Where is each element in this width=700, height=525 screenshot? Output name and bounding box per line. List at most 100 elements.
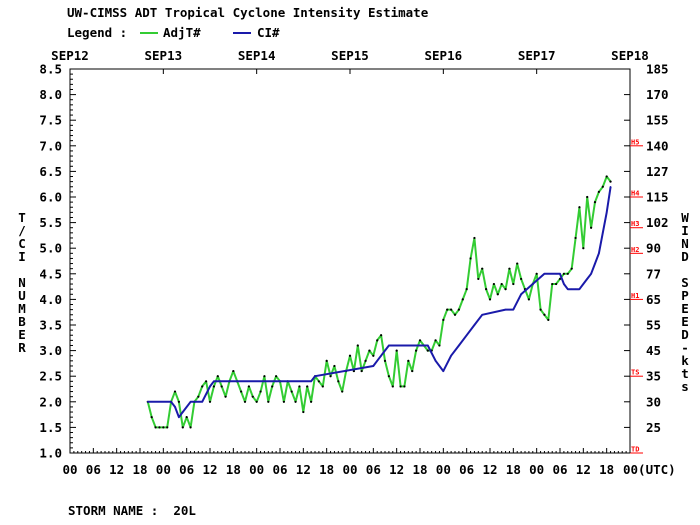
series-point-adjt: [418, 339, 422, 342]
series-line-ci: [147, 186, 612, 419]
left-tick-label: 4.0: [39, 292, 62, 307]
series-point-adjt: [453, 313, 457, 316]
series-point-adjt: [302, 410, 305, 414]
right-tick-label: 140: [646, 138, 669, 153]
series-point-ci: [559, 273, 561, 275]
series-point-adjt: [380, 334, 383, 337]
left-axis-title-char: U: [18, 288, 26, 303]
series-point-adjt: [597, 190, 600, 193]
series-point-ci: [520, 293, 522, 296]
series-point-adjt: [508, 267, 511, 270]
series-point-adjt: [341, 390, 344, 393]
series-point-ci: [594, 262, 596, 265]
bottom-tick-label: 00: [62, 462, 77, 477]
series-point-ci: [458, 344, 460, 347]
series-point-adjt: [158, 426, 161, 429]
series-point-adjt: [290, 390, 293, 393]
series-point-adjt: [434, 339, 437, 342]
plot-frame: [69, 68, 631, 454]
series-point-adjt: [298, 385, 301, 388]
series-point-ci: [434, 360, 437, 362]
series-point-adjt: [399, 385, 402, 388]
bottom-tick-label: 18: [132, 462, 147, 477]
bottom-time-axis: 00 06 12 18 00 06 12 18 00 06 12 18 00 06 12 18 00 06 12 18…: [62, 69, 676, 477]
series-point-adjt: [535, 272, 538, 275]
series-point-adjt: [415, 349, 418, 352]
top-date-label: SEP12: [51, 48, 89, 63]
right-tick-label: 155: [646, 113, 669, 128]
series-point-ci: [442, 370, 445, 372]
series-point-ci: [574, 288, 577, 290]
left-tick-label: 8.0: [39, 87, 62, 102]
bottom-tick-label: 00: [156, 462, 171, 477]
series-point-adjt: [348, 354, 352, 357]
bottom-tick-label: 12: [576, 462, 591, 477]
series-point-adjt: [201, 385, 204, 388]
series-point-adjt: [438, 344, 441, 347]
right-y-axis: 25 30 35 45 55 65 77 90 102 115 127 140 155 170 185 TD T…: [624, 62, 669, 454]
bottom-tick-label: 12: [109, 462, 124, 477]
left-tick-label: 3.5: [39, 318, 62, 333]
left-tick-label: 6.5: [39, 164, 62, 179]
left-tick-label: 4.5: [39, 266, 62, 281]
series-point-ci: [578, 288, 581, 290]
series-point-ci: [314, 375, 316, 378]
right-axis-title-char: k: [681, 353, 689, 368]
series-point-adjt: [520, 277, 523, 281]
series-point-adjt: [259, 390, 262, 393]
legend-entry-0: AdjT#: [163, 25, 201, 40]
series-point-adjt: [582, 247, 585, 250]
series-point-adjt: [251, 395, 254, 398]
series-point-adjt: [173, 390, 177, 393]
right-axis-title-char: P: [681, 288, 689, 303]
series-point-adjt: [461, 298, 464, 301]
series-point-adjt: [446, 308, 449, 311]
storm-name: STORM NAME : 20L: [68, 503, 196, 518]
right-axis-title-char: D: [681, 249, 689, 264]
series-point-ci: [189, 401, 192, 403]
bottom-tick-label: 06: [86, 462, 101, 477]
series-point-adjt: [224, 395, 227, 398]
left-tick-label: 1.5: [39, 420, 62, 435]
series-point-adjt: [477, 277, 480, 281]
series-point-adjt: [212, 385, 215, 388]
series-point-adjt: [570, 267, 573, 270]
series-point-ci: [586, 278, 589, 280]
top-date-label: SEP18: [611, 48, 649, 63]
series-point-adjt: [247, 385, 250, 388]
right-tick-label: 30: [646, 394, 661, 409]
series-point-ci: [590, 273, 592, 275]
series-point-adjt: [271, 385, 274, 388]
series-point-adjt: [465, 288, 468, 291]
right-tick-label: 35: [646, 369, 661, 384]
series-point-adjt: [162, 426, 165, 429]
category-label: H2: [631, 246, 639, 254]
series-point-ci: [193, 401, 196, 403]
right-tick-label: 102: [646, 215, 669, 230]
series-point-ci: [570, 288, 573, 290]
top-date-label: SEP16: [425, 48, 463, 63]
series-point-adjt: [177, 400, 180, 403]
series-point-adjt: [562, 272, 565, 275]
series-point-adjt: [555, 282, 558, 286]
top-date-label: SEP17: [518, 48, 556, 63]
series-point-ci: [609, 185, 612, 188]
right-axis-title-char: S: [681, 275, 689, 290]
series-point-ci: [213, 380, 215, 383]
bottom-tick-label: 18: [599, 462, 614, 477]
series-point-ci: [605, 211, 608, 214]
series-point-ci: [178, 416, 180, 418]
bottom-tick-label: 12: [389, 462, 404, 477]
series-point-ci: [582, 283, 585, 285]
right-axis-title-char: N: [681, 236, 689, 251]
series-point-ci: [512, 308, 515, 311]
category-label: TD: [631, 446, 639, 454]
series-point-adjt: [547, 318, 550, 321]
series-point-adjt: [181, 426, 184, 429]
series-point-adjt: [442, 318, 445, 321]
series-point-ci: [601, 232, 604, 234]
series-point-adjt: [395, 349, 398, 352]
bottom-tick-label: 18: [226, 462, 241, 477]
right-axis-title-char: I: [681, 223, 689, 238]
